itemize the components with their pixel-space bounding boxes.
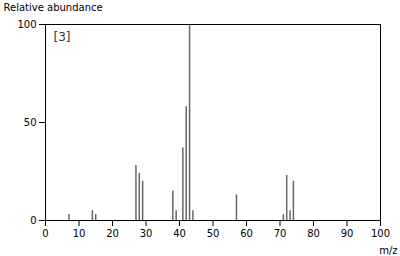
svg-text:[3]: [3] [54, 30, 71, 44]
svg-text:50: 50 [207, 228, 220, 239]
svg-text:80: 80 [307, 228, 320, 239]
svg-text:30: 30 [140, 228, 153, 239]
svg-text:70: 70 [274, 228, 287, 239]
svg-text:Relative abundance: Relative abundance [4, 2, 103, 13]
svg-text:10: 10 [73, 228, 86, 239]
svg-text:100: 100 [17, 19, 36, 30]
svg-text:40: 40 [173, 228, 186, 239]
svg-text:m/z: m/z [379, 245, 397, 256]
svg-text:20: 20 [106, 228, 119, 239]
svg-text:0: 0 [42, 228, 48, 239]
svg-text:90: 90 [341, 228, 354, 239]
svg-text:100: 100 [371, 228, 390, 239]
svg-text:0: 0 [30, 215, 36, 226]
svg-text:60: 60 [240, 228, 253, 239]
svg-text:50: 50 [24, 117, 37, 128]
